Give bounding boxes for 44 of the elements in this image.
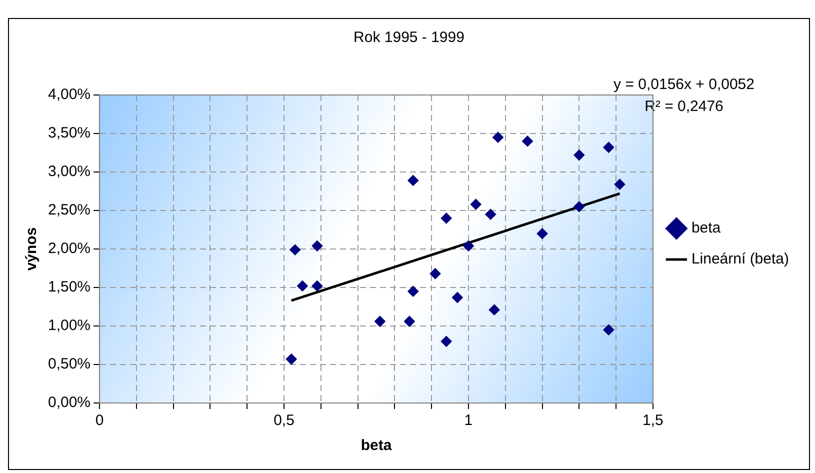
y-tick-label: 2,00% bbox=[48, 240, 91, 258]
point bbox=[312, 240, 323, 252]
point bbox=[614, 178, 626, 190]
point bbox=[522, 136, 533, 147]
y-tick-label: 3,00% bbox=[48, 163, 91, 180]
point bbox=[492, 132, 504, 143]
point bbox=[374, 316, 386, 327]
x-tick-label: 1 bbox=[464, 412, 473, 430]
x-tick-label: 0,5 bbox=[274, 412, 294, 430]
y-tick-label: 0,00% bbox=[48, 394, 91, 412]
point bbox=[574, 150, 585, 161]
point bbox=[603, 324, 614, 336]
point bbox=[470, 198, 482, 210]
point bbox=[462, 240, 474, 252]
point bbox=[312, 280, 323, 292]
legend-label: beta bbox=[691, 220, 722, 237]
point bbox=[536, 228, 548, 240]
point bbox=[430, 268, 441, 280]
point bbox=[404, 316, 415, 327]
point bbox=[603, 142, 614, 153]
point bbox=[286, 354, 297, 365]
y-tick-label: 3,50% bbox=[48, 124, 91, 142]
y-tick-label: 2,50% bbox=[48, 202, 91, 219]
point bbox=[408, 286, 419, 297]
y-tick-label: 4,00% bbox=[48, 86, 91, 104]
point bbox=[296, 280, 308, 292]
point bbox=[290, 244, 301, 256]
point bbox=[485, 208, 496, 220]
y-tick-label: 1,00% bbox=[48, 317, 91, 334]
text: y = 0,0156x + 0,0052 bbox=[614, 76, 754, 93]
legend-label: Lineární (beta) bbox=[691, 250, 790, 268]
point bbox=[440, 336, 452, 347]
y-tick-label: 1,50% bbox=[48, 278, 91, 296]
x-tick-label: 0 bbox=[95, 412, 104, 430]
point bbox=[488, 304, 500, 316]
point bbox=[408, 174, 419, 186]
y-tick-label: 0,50% bbox=[48, 356, 91, 373]
x-tick-label: 1,5 bbox=[642, 412, 664, 430]
point bbox=[574, 201, 585, 212]
x-axis-title: beta bbox=[360, 437, 392, 454]
y-axis-title: výnos bbox=[23, 227, 40, 271]
point bbox=[440, 212, 452, 224]
chart-title: Rok 1995 - 1999 bbox=[354, 29, 464, 46]
point bbox=[452, 292, 463, 304]
